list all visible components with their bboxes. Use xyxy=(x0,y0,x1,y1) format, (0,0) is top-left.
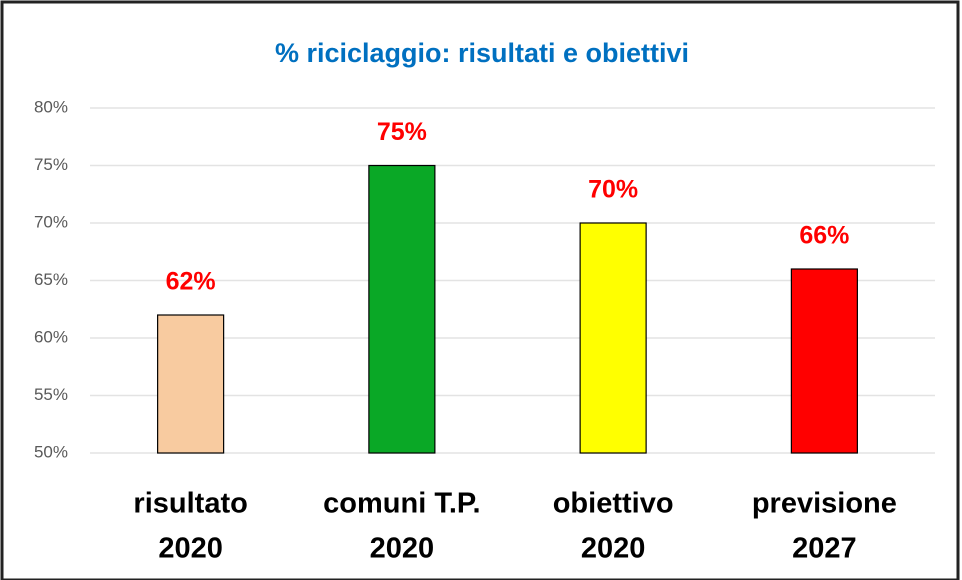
x-tick-label: 2020 xyxy=(581,533,646,565)
x-tick-label: previsione xyxy=(752,488,897,520)
y-tick-label: 65% xyxy=(34,270,68,289)
value-label: 75% xyxy=(377,118,427,146)
bar xyxy=(157,314,225,454)
value-label: 62% xyxy=(166,268,216,296)
y-tick-label: 80% xyxy=(34,97,68,116)
bar xyxy=(368,164,436,454)
x-tick-label: comuni T.P. xyxy=(323,488,480,520)
y-tick-label: 60% xyxy=(34,327,68,346)
y-tick-label: 50% xyxy=(34,442,68,461)
value-label: 70% xyxy=(588,176,638,204)
bar xyxy=(579,222,647,454)
y-tick-label: 70% xyxy=(34,212,68,231)
x-tick-label: 2020 xyxy=(158,533,223,565)
chart-title: % riciclaggio: risultati e obiettivi xyxy=(275,38,689,68)
y-tick-label: 75% xyxy=(34,155,68,174)
x-tick-label: 2020 xyxy=(370,533,435,565)
x-tick-label: 2027 xyxy=(792,533,857,565)
bar xyxy=(790,268,858,454)
y-tick-label: 55% xyxy=(34,385,68,404)
value-label: 66% xyxy=(799,222,849,250)
x-tick-label: risultato xyxy=(133,488,247,520)
x-tick-label: obiettivo xyxy=(553,488,674,520)
